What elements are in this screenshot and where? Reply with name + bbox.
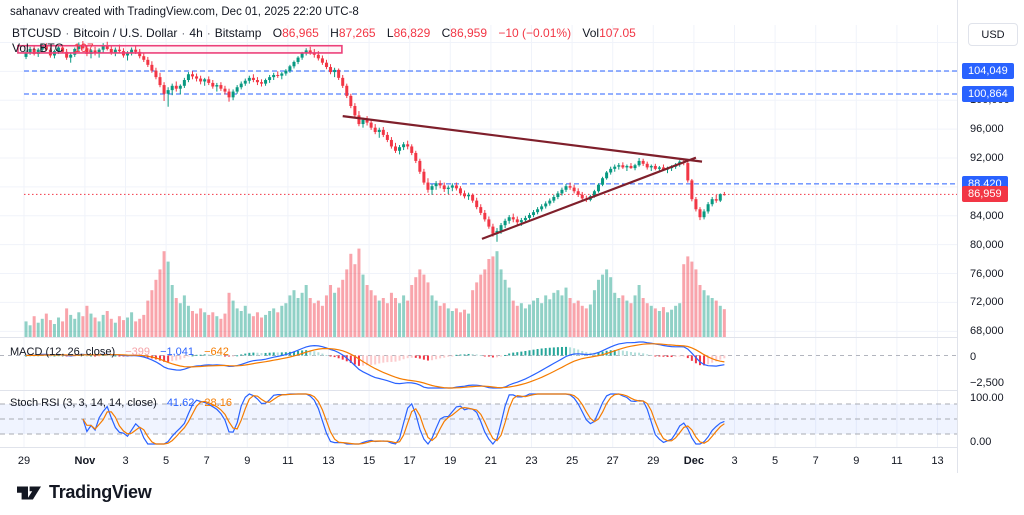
macd-hist-value: −399 (125, 346, 150, 358)
tradingview-logo-text: TradingView (49, 482, 152, 502)
time-axis-label: 3 (731, 455, 738, 467)
time-axis-label: 29 (17, 455, 31, 467)
currency-button[interactable]: USD (968, 23, 1018, 46)
attribution-text: sahanavv created with TradingView.com, D… (10, 6, 359, 18)
time-axis-label: 21 (484, 455, 498, 467)
price-level-badge: 104,049 (962, 63, 1014, 79)
price-level-lines (24, 70, 957, 195)
time-axis-label: 19 (444, 455, 457, 467)
legend-separator: · (181, 26, 186, 40)
macd-line-value: −1,041 (160, 346, 195, 358)
time-axis-label: 9 (853, 455, 860, 467)
change-value: −10 (−0.01%) (498, 26, 572, 40)
legend-separator: · (206, 26, 211, 40)
time-axis-label: 5 (163, 455, 170, 467)
macd-tick-label: 0 (970, 350, 977, 363)
time-axis-label: 27 (606, 455, 619, 467)
time-axis-label: 23 (525, 455, 538, 467)
stoch-rsi-indicator-label[interactable]: Stoch RSI (3, 3, 14, 14, close) (10, 397, 157, 409)
time-axis-label: 3 (122, 455, 129, 467)
time-axis-label: 13 (322, 455, 335, 467)
tradingview-logo-icon (17, 486, 41, 499)
symbol-name[interactable]: BTCUSD (12, 26, 62, 40)
symbol-legend-row: BTCUSD · Bitcoin / U.S. Dollar · 4h · Bitstamp… (12, 26, 636, 40)
stoch-k-value: 41.62 (166, 397, 195, 409)
macd-signal-value: −642 (204, 346, 229, 358)
price-tick-label: 84,000 (970, 209, 1004, 222)
rectangle-drawing[interactable] (17, 44, 343, 54)
macd-tick-label: −2,500 (970, 377, 1004, 389)
volume-legend-row: Vol · BTC 107 (12, 41, 94, 55)
stoch-band (0, 355, 957, 435)
macd-lines (25, 341, 725, 389)
macd-histogram (25, 346, 726, 366)
volume-indicator-value: 107 (73, 41, 94, 55)
gridlines (0, 25, 957, 447)
macd-indicator-label[interactable]: MACD (12, 26, close) (10, 346, 116, 358)
volume-indicator-label[interactable]: Vol · BTC (12, 41, 64, 55)
time-axis-label: Nov (74, 455, 96, 467)
time-axis-label: 17 (403, 455, 416, 467)
currency-button-label: USD (981, 28, 1005, 41)
stoch-d-value: 28.16 (204, 397, 232, 409)
last-price-badge: 86,959 (962, 186, 1008, 203)
volume-value-inline: Vol107.05 (582, 26, 636, 40)
tradingview-logo[interactable]: TradingView (16, 482, 152, 503)
ohlc-high: H87,265 (330, 26, 376, 40)
time-axis-label: 7 (203, 455, 210, 467)
macd-legend-row: MACD (12, 26, close) −399 −1,041 −642 (10, 346, 229, 358)
ohlc-close: C86,959 (441, 26, 487, 40)
footer-strip (0, 473, 1024, 515)
time-axis-label: 25 (565, 455, 579, 467)
stoch-tick-label: 100.00 (970, 392, 1004, 404)
time-axis-label: 11 (282, 455, 294, 467)
time-axis[interactable] (0, 448, 957, 473)
stoch-rsi-lines (82, 393, 725, 445)
stoch-rsi-legend-row: Stoch RSI (3, 3, 14, 14, close) 41.62 28… (10, 397, 232, 409)
stoch-tick-label: 0.00 (970, 436, 992, 448)
interval-label[interactable]: 4h (189, 26, 203, 40)
volume-bars (24, 248, 726, 337)
macd-line (25, 341, 725, 389)
triangle-trendline-descending[interactable] (342, 115, 703, 163)
time-axis-label: 5 (772, 455, 779, 467)
price-tick-label: 72,000 (970, 296, 1004, 309)
ohlc-low: L86,829 (386, 26, 431, 40)
macd-signal-line (25, 343, 725, 389)
time-axis-label: Dec (683, 455, 704, 467)
pane-separator-stoch-timeaxis (0, 447, 1024, 448)
time-axis-label: 7 (812, 455, 819, 467)
triangle-trendline-ascending[interactable] (481, 156, 697, 240)
symbol-description: Bitcoin / U.S. Dollar (73, 26, 178, 40)
price-tick-label: 80,000 (970, 238, 1004, 251)
price-tick-label: 92,000 (970, 152, 1004, 164)
pane-separator-main-macd[interactable] (0, 337, 1024, 338)
legend-separator: · (65, 26, 70, 40)
stoch-d-line (82, 393, 725, 445)
price-level-badge: 100,864 (962, 85, 1014, 102)
time-axis-label: 9 (244, 455, 251, 467)
ohlc-open: O86,965 (272, 26, 319, 40)
exchange-label: Bitstamp (214, 26, 262, 40)
time-axis-label: 15 (362, 455, 376, 467)
price-tick-label: 68,000 (970, 325, 1004, 338)
price-tick-label: 76,000 (970, 267, 1004, 280)
time-axis-label: 11 (891, 455, 903, 467)
time-axis-label: 13 (931, 455, 944, 467)
price-tick-label: 96,000 (970, 123, 1004, 136)
time-axis-label: 29 (647, 455, 660, 467)
pane-separator-macd-stoch[interactable] (0, 390, 1024, 391)
user-drawings (17, 44, 703, 240)
